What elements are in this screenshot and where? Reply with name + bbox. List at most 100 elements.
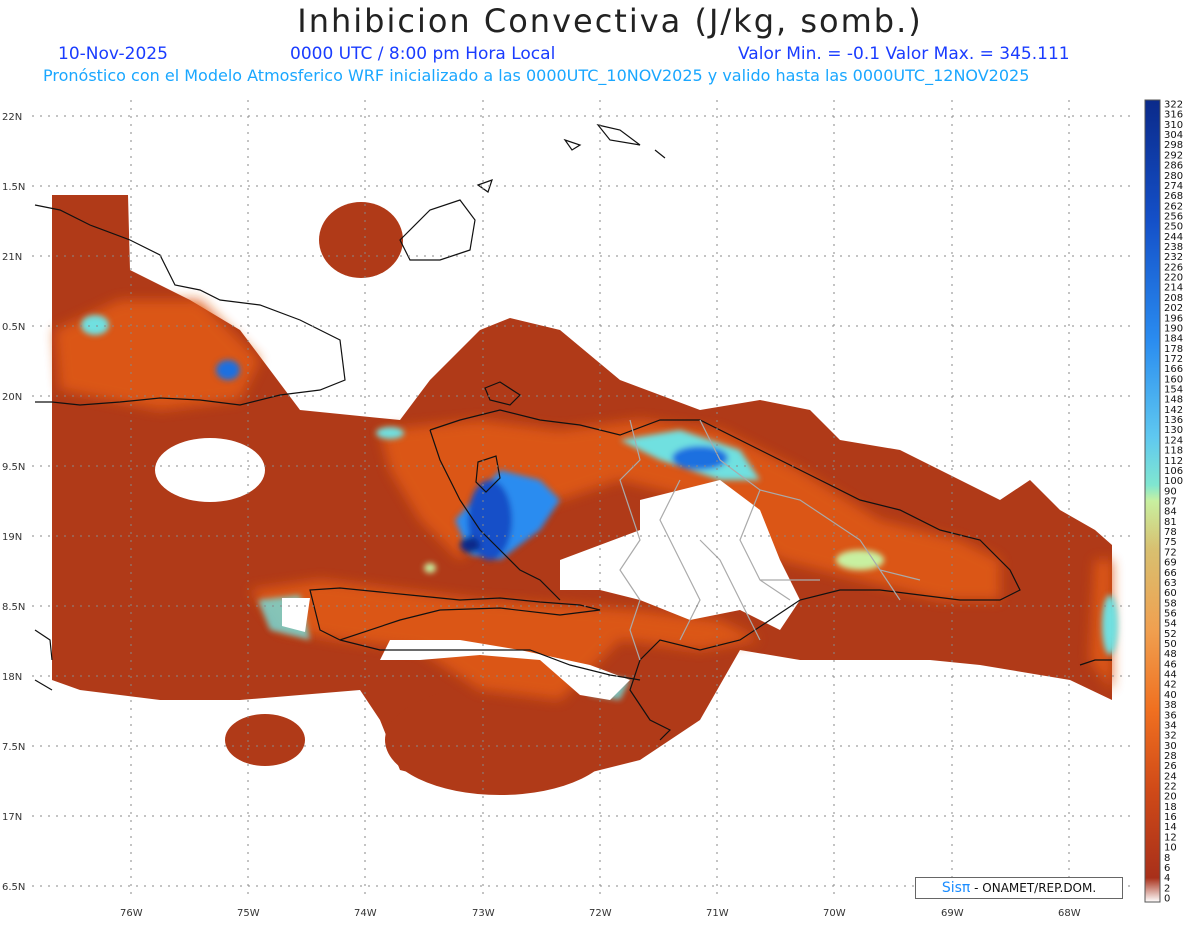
colorbar-tick-label: 250 [1164,222,1183,233]
latitude-labels: 22N 1.5N 21N 0.5N 20N 9.5N 19N 8.5N 18N … [2,112,25,893]
colorbar-tick-label: 14 [1164,822,1177,833]
longitude-labels: 76W 75W 74W 73W 72W 71W 70W 69W 68W [120,908,1081,919]
lon-label: 70W [823,908,846,919]
cin-hole-hispaniola-central [560,480,800,630]
colorbar-tick-label: 232 [1164,252,1183,263]
cin-region-south2 [385,685,615,795]
lat-label: 17N [2,812,22,823]
colorbar-tick-label: 136 [1164,415,1183,426]
cuba-coast [34,204,346,406]
colorbar-tick-label: 50 [1164,639,1177,650]
haiti-west-coast [429,429,561,601]
cin-field [52,195,1118,795]
colorbar-tick-label: 220 [1164,273,1183,284]
colorbar-tick-label: 20 [1164,792,1177,803]
jamaica-coast [34,629,53,691]
dr-provinces [659,419,921,641]
colorbar-tick-label: 280 [1164,171,1183,182]
colorbar-tick-label: 202 [1164,303,1183,314]
colorbar-labels: 3223163103042982922862802742682622562502… [1164,100,1183,905]
colorbar-tick-label: 154 [1164,385,1183,396]
colorbar-tick-label: 30 [1164,741,1177,752]
lon-label: 71W [706,908,729,919]
colorbar-tick-label: 75 [1164,537,1177,548]
colorbar-tick-label: 262 [1164,201,1183,212]
colorbar-tick-label: 274 [1164,181,1183,192]
colorbar-tick-label: 8 [1164,853,1170,864]
colorbar-tick-label: 16 [1164,812,1177,823]
lat-label: 6.5N [2,882,25,893]
credit-text: - ONAMET/REP.DOM. [970,881,1097,895]
colorbar-tick-label: 310 [1164,120,1183,131]
colorbar-tick-label: 54 [1164,619,1177,630]
colorbar-tick-label: 148 [1164,395,1183,406]
colorbar-tick-label: 0 [1164,894,1170,905]
lat-label: 20N [2,392,22,403]
colorbar-tick-label: 130 [1164,425,1183,436]
colorbar-tick-label: 60 [1164,588,1177,599]
lon-label: 68W [1058,908,1081,919]
colorbar-tick-label: 44 [1164,670,1177,681]
gonave-coast [475,455,501,493]
forecast-date: 10-Nov-2025 [58,44,168,64]
colorbar-tick-label: 214 [1164,283,1183,294]
colorbar-tick-label: 190 [1164,323,1183,334]
colorbar-tick-label: 81 [1164,517,1177,528]
colorbar-tick-label: 298 [1164,140,1183,151]
colorbar-tick-label: 100 [1164,476,1183,487]
colorbar-tick-label: 124 [1164,435,1183,446]
colorbar-tick-label: 90 [1164,486,1177,497]
colorbar-tick-label: 24 [1164,771,1177,782]
lat-label: 19N [2,532,22,543]
colorbar-tick-label: 244 [1164,232,1183,243]
colorbar-tick-label: 26 [1164,761,1177,772]
colorbar-tick-label: 166 [1164,364,1183,375]
colorbar-tick-label: 84 [1164,507,1177,518]
colorbar-tick-label: 112 [1164,456,1183,467]
haiti-dr-border [619,419,641,661]
lat-label: 9.5N [2,462,25,473]
colorbar-tick-label: 58 [1164,598,1177,609]
lon-label: 73W [472,908,495,919]
colorbar-tick-label: 316 [1164,110,1183,121]
colorbar-tick-label: 48 [1164,649,1177,660]
lat-label: 7.5N [2,742,25,753]
colorbar-tick-label: 28 [1164,751,1177,762]
colorbar-tick-label: 12 [1164,832,1177,843]
colorbar-tick-label: 268 [1164,191,1183,202]
colorbar-tick-label: 72 [1164,547,1177,558]
map-title: Inhibicion Convectiva (J/kg, somb.) [297,2,923,40]
haiti-south-coast [309,587,641,681]
colorbar-tick-label: 226 [1164,262,1183,273]
colorbar-tick-label: 160 [1164,374,1183,385]
bahamas-coast [399,124,666,261]
colorbar-tick-label: 184 [1164,334,1183,345]
colorbar-tick-label: 238 [1164,242,1183,253]
cin-region-south [225,714,305,766]
cin-hole-haiti-south [380,640,630,700]
lon-label: 76W [120,908,143,919]
colorbar-scale [1144,99,1161,903]
colorbar-tick-label: 52 [1164,629,1177,640]
colorbar-tick-label: 178 [1164,344,1183,355]
convective-inhibition-map: 22N 1.5N 21N 0.5N 20N 9.5N 19N 8.5N 18N … [2,99,1183,919]
puerto-rico-coast [1079,659,1112,666]
colorbar-tick-label: 172 [1164,354,1183,365]
colorbar-tick-label: 4 [1164,873,1170,884]
colorbar: 3223163103042982922862802742682622562502… [1144,99,1183,905]
colorbar-tick-label: 32 [1164,731,1177,742]
colorbar-tick-label: 292 [1164,150,1183,161]
haiti-north-coast [429,409,1021,741]
colorbar-tick-label: 87 [1164,497,1177,508]
sistema-brand: Sisπ [941,880,971,896]
colorbar-tick-label: 256 [1164,211,1183,222]
colorbar-tick-label: 69 [1164,558,1177,569]
lon-label: 75W [237,908,260,919]
coastlines [34,124,1112,741]
lon-label: 72W [589,908,612,919]
colorbar-tick-label: 22 [1164,782,1177,793]
colorbar-tick-label: 38 [1164,700,1177,711]
inagua-coast [484,381,521,406]
lat-label: 22N [2,112,22,123]
lat-label: 18N [2,672,22,683]
